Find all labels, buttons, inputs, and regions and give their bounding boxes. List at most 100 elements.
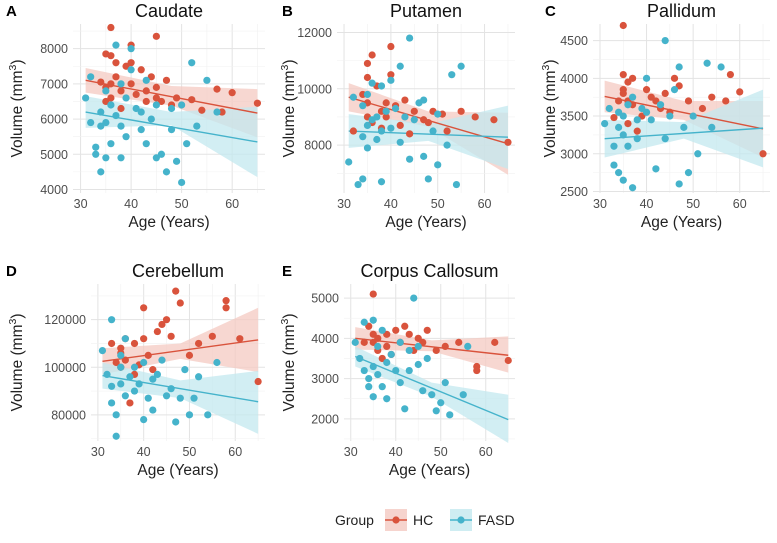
hc-data-point xyxy=(195,339,203,348)
fasd-confidence-band xyxy=(348,105,508,170)
fasd-data-point xyxy=(158,356,166,364)
fasd-data-point xyxy=(457,62,465,70)
fasd-data-point xyxy=(162,168,171,176)
fasd-data-point xyxy=(82,94,90,102)
fasd-data-point xyxy=(153,370,161,378)
fasd-data-point xyxy=(703,59,711,67)
fasd-data-point xyxy=(405,366,413,375)
fasd-data-point xyxy=(423,354,431,363)
fasd-data-point xyxy=(624,101,632,109)
fasd-data-point xyxy=(689,112,697,120)
hc-data-point xyxy=(144,351,152,359)
x-tick-label: 60 xyxy=(479,445,493,459)
hc-data-point xyxy=(455,338,463,346)
fasd-data-point xyxy=(92,143,100,151)
fasd-data-point xyxy=(419,387,427,395)
fasd-data-point xyxy=(149,375,157,383)
fasd-data-point xyxy=(87,118,95,127)
hc-data-point xyxy=(628,74,637,82)
fasd-data-point xyxy=(624,142,632,150)
hc-data-point xyxy=(708,93,716,101)
hc-data-point xyxy=(112,59,120,67)
fasd-data-point xyxy=(98,347,107,355)
fasd-data-point xyxy=(172,157,181,165)
hc-data-point xyxy=(615,97,623,105)
fasd-data-point xyxy=(401,113,409,121)
hc-data-point xyxy=(441,342,449,350)
fasd-data-point xyxy=(396,62,404,70)
y-axis-title-main: Volume (mm xyxy=(281,325,298,412)
legend-title: Group xyxy=(335,512,374,528)
hc-data-point xyxy=(661,89,669,98)
fasd-data-point xyxy=(144,394,152,402)
fasd-data-point xyxy=(203,76,211,84)
fasd-fit-line xyxy=(354,355,509,421)
x-tick-label: 40 xyxy=(137,445,151,459)
y-tick-label: 6000 xyxy=(40,113,68,127)
hc-data-point xyxy=(142,97,150,106)
fasd-data-point xyxy=(633,116,641,124)
fasd-data-point xyxy=(396,338,404,346)
fasd-data-point xyxy=(112,411,120,419)
fasd-data-point xyxy=(452,180,461,189)
hc-confidence-band xyxy=(102,307,259,375)
fasd-fit-line xyxy=(604,127,764,140)
fasd-data-point xyxy=(428,391,436,399)
fasd-data-point xyxy=(345,158,353,166)
hc-data-point xyxy=(401,322,409,330)
y-tick-label: 5000 xyxy=(311,292,339,306)
fasd-data-point xyxy=(117,380,125,388)
fasd-data-point xyxy=(121,335,129,343)
hc-data-point xyxy=(410,107,418,115)
fasd-data-point xyxy=(147,115,155,123)
hc-data-point xyxy=(213,85,221,93)
fasd-data-point xyxy=(142,140,150,148)
fasd-fit-line xyxy=(348,130,509,138)
fasd-data-point xyxy=(656,101,665,109)
fasd-data-point xyxy=(363,121,372,129)
y-tick-label: 4000 xyxy=(311,332,339,346)
hc-data-point xyxy=(236,335,244,343)
fasd-data-point xyxy=(708,123,716,131)
y-tick-label: 8000 xyxy=(304,139,332,153)
hc-data-point xyxy=(504,356,512,365)
x-axis-title: Age (Years) xyxy=(137,462,218,479)
hc-fit-line xyxy=(85,79,258,114)
fasd-data-point xyxy=(176,394,184,402)
hc-data-point xyxy=(383,342,391,350)
fasd-data-point xyxy=(378,383,386,391)
fasd-data-point xyxy=(684,169,693,177)
legend-hc-swatch-dot xyxy=(392,516,400,524)
fasd-data-point xyxy=(694,150,702,158)
hc-data-point xyxy=(152,94,160,102)
x-tick-label: 50 xyxy=(434,445,448,459)
fasd-data-point xyxy=(642,108,651,116)
x-tick-label: 40 xyxy=(389,445,403,459)
x-tick-label: 40 xyxy=(124,197,138,211)
fasd-data-point xyxy=(359,102,367,110)
y-axis-title-superscript: 3 xyxy=(540,65,552,71)
panel-title: Putamen xyxy=(390,1,462,21)
hc-data-point xyxy=(158,320,166,329)
hc-data-point xyxy=(117,104,125,113)
fasd-data-point xyxy=(675,63,683,71)
y-tick-label: 3500 xyxy=(560,110,588,124)
hc-data-point xyxy=(405,330,413,338)
fasd-data-point xyxy=(167,385,175,393)
panel-title: Corpus Callosum xyxy=(360,261,498,281)
fasd-data-point xyxy=(443,141,451,149)
fasd-data-point xyxy=(414,342,422,350)
y-tick-label: 12000 xyxy=(297,26,332,40)
x-tick-label: 60 xyxy=(733,197,747,211)
y-tick-label: 3000 xyxy=(311,372,339,386)
hc-data-point xyxy=(432,346,440,355)
fasd-data-point xyxy=(633,135,641,143)
fasd-data-point xyxy=(391,104,400,113)
fasd-data-point xyxy=(178,178,186,187)
fasd-data-point xyxy=(615,169,623,177)
fasd-data-point xyxy=(190,394,198,402)
hc-data-point xyxy=(162,316,171,324)
hc-data-point xyxy=(107,94,115,102)
hc-data-point xyxy=(153,327,161,336)
